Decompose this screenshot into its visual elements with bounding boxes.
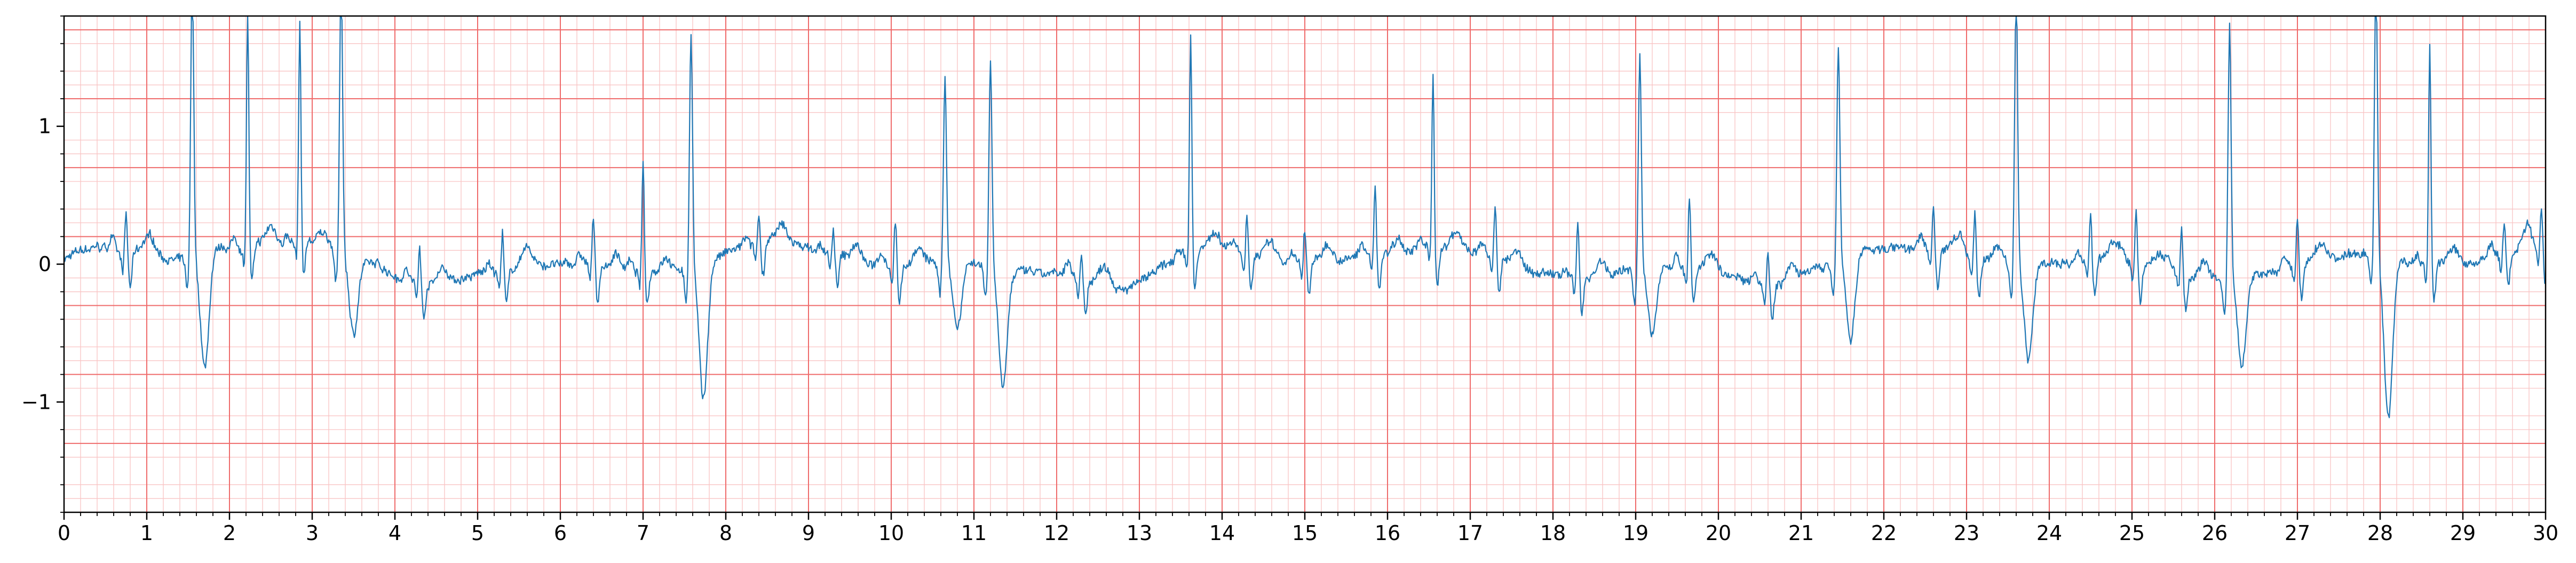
y-tick-label: −1 [21,390,51,414]
x-tick-label: 25 [2119,521,2145,545]
x-tick-label: 18 [1540,521,1566,545]
x-tick-label: 11 [961,521,987,545]
x-tick-label: 2 [223,521,236,545]
x-tick-label: 23 [1954,521,1979,545]
x-tick-label: 30 [2533,521,2558,545]
x-tick-label: 0 [58,521,70,545]
x-tick-label: 16 [1375,521,1400,545]
x-tick-label: 22 [1871,521,1897,545]
ecg-trace-line [63,15,2546,418]
x-tick-label: 29 [2450,521,2476,545]
y-tick-label: 0 [38,252,51,276]
x-tick-label: 7 [637,521,649,545]
x-tick-label: 27 [2285,521,2310,545]
x-tick-label: 8 [719,521,732,545]
x-tick-label: 1 [140,521,153,545]
x-tick-label: 6 [554,521,567,545]
x-tick-label: 10 [878,521,904,545]
x-tick-label: 3 [306,521,319,545]
x-tick-label: 26 [2202,521,2228,545]
x-tick-label: 20 [1706,521,1731,545]
x-tick-label: 19 [1623,521,1648,545]
x-tick-label: 5 [471,521,484,545]
x-tick-label: 24 [2036,521,2062,545]
axis-ticks [57,15,2547,520]
x-tick-label: 14 [1209,521,1235,545]
x-tick-label: 9 [802,521,815,545]
x-axis-tick-labels: 0 1 2 3 4 5 6 7 8 9 10 11 12 13 14 15 16 17 18 19 20 21 22 23 24… [58,521,2558,545]
x-tick-label: 12 [1044,521,1069,545]
x-tick-label: 13 [1127,521,1152,545]
x-tick-label: 28 [2367,521,2393,545]
x-tick-label: 21 [1788,521,1814,545]
y-axis-tick-labels: −1 0 1 [21,115,51,414]
x-tick-label: 15 [1292,521,1318,545]
y-tick-label: 1 [38,115,51,138]
x-tick-label: 17 [1457,521,1483,545]
x-tick-label: 4 [389,521,401,545]
